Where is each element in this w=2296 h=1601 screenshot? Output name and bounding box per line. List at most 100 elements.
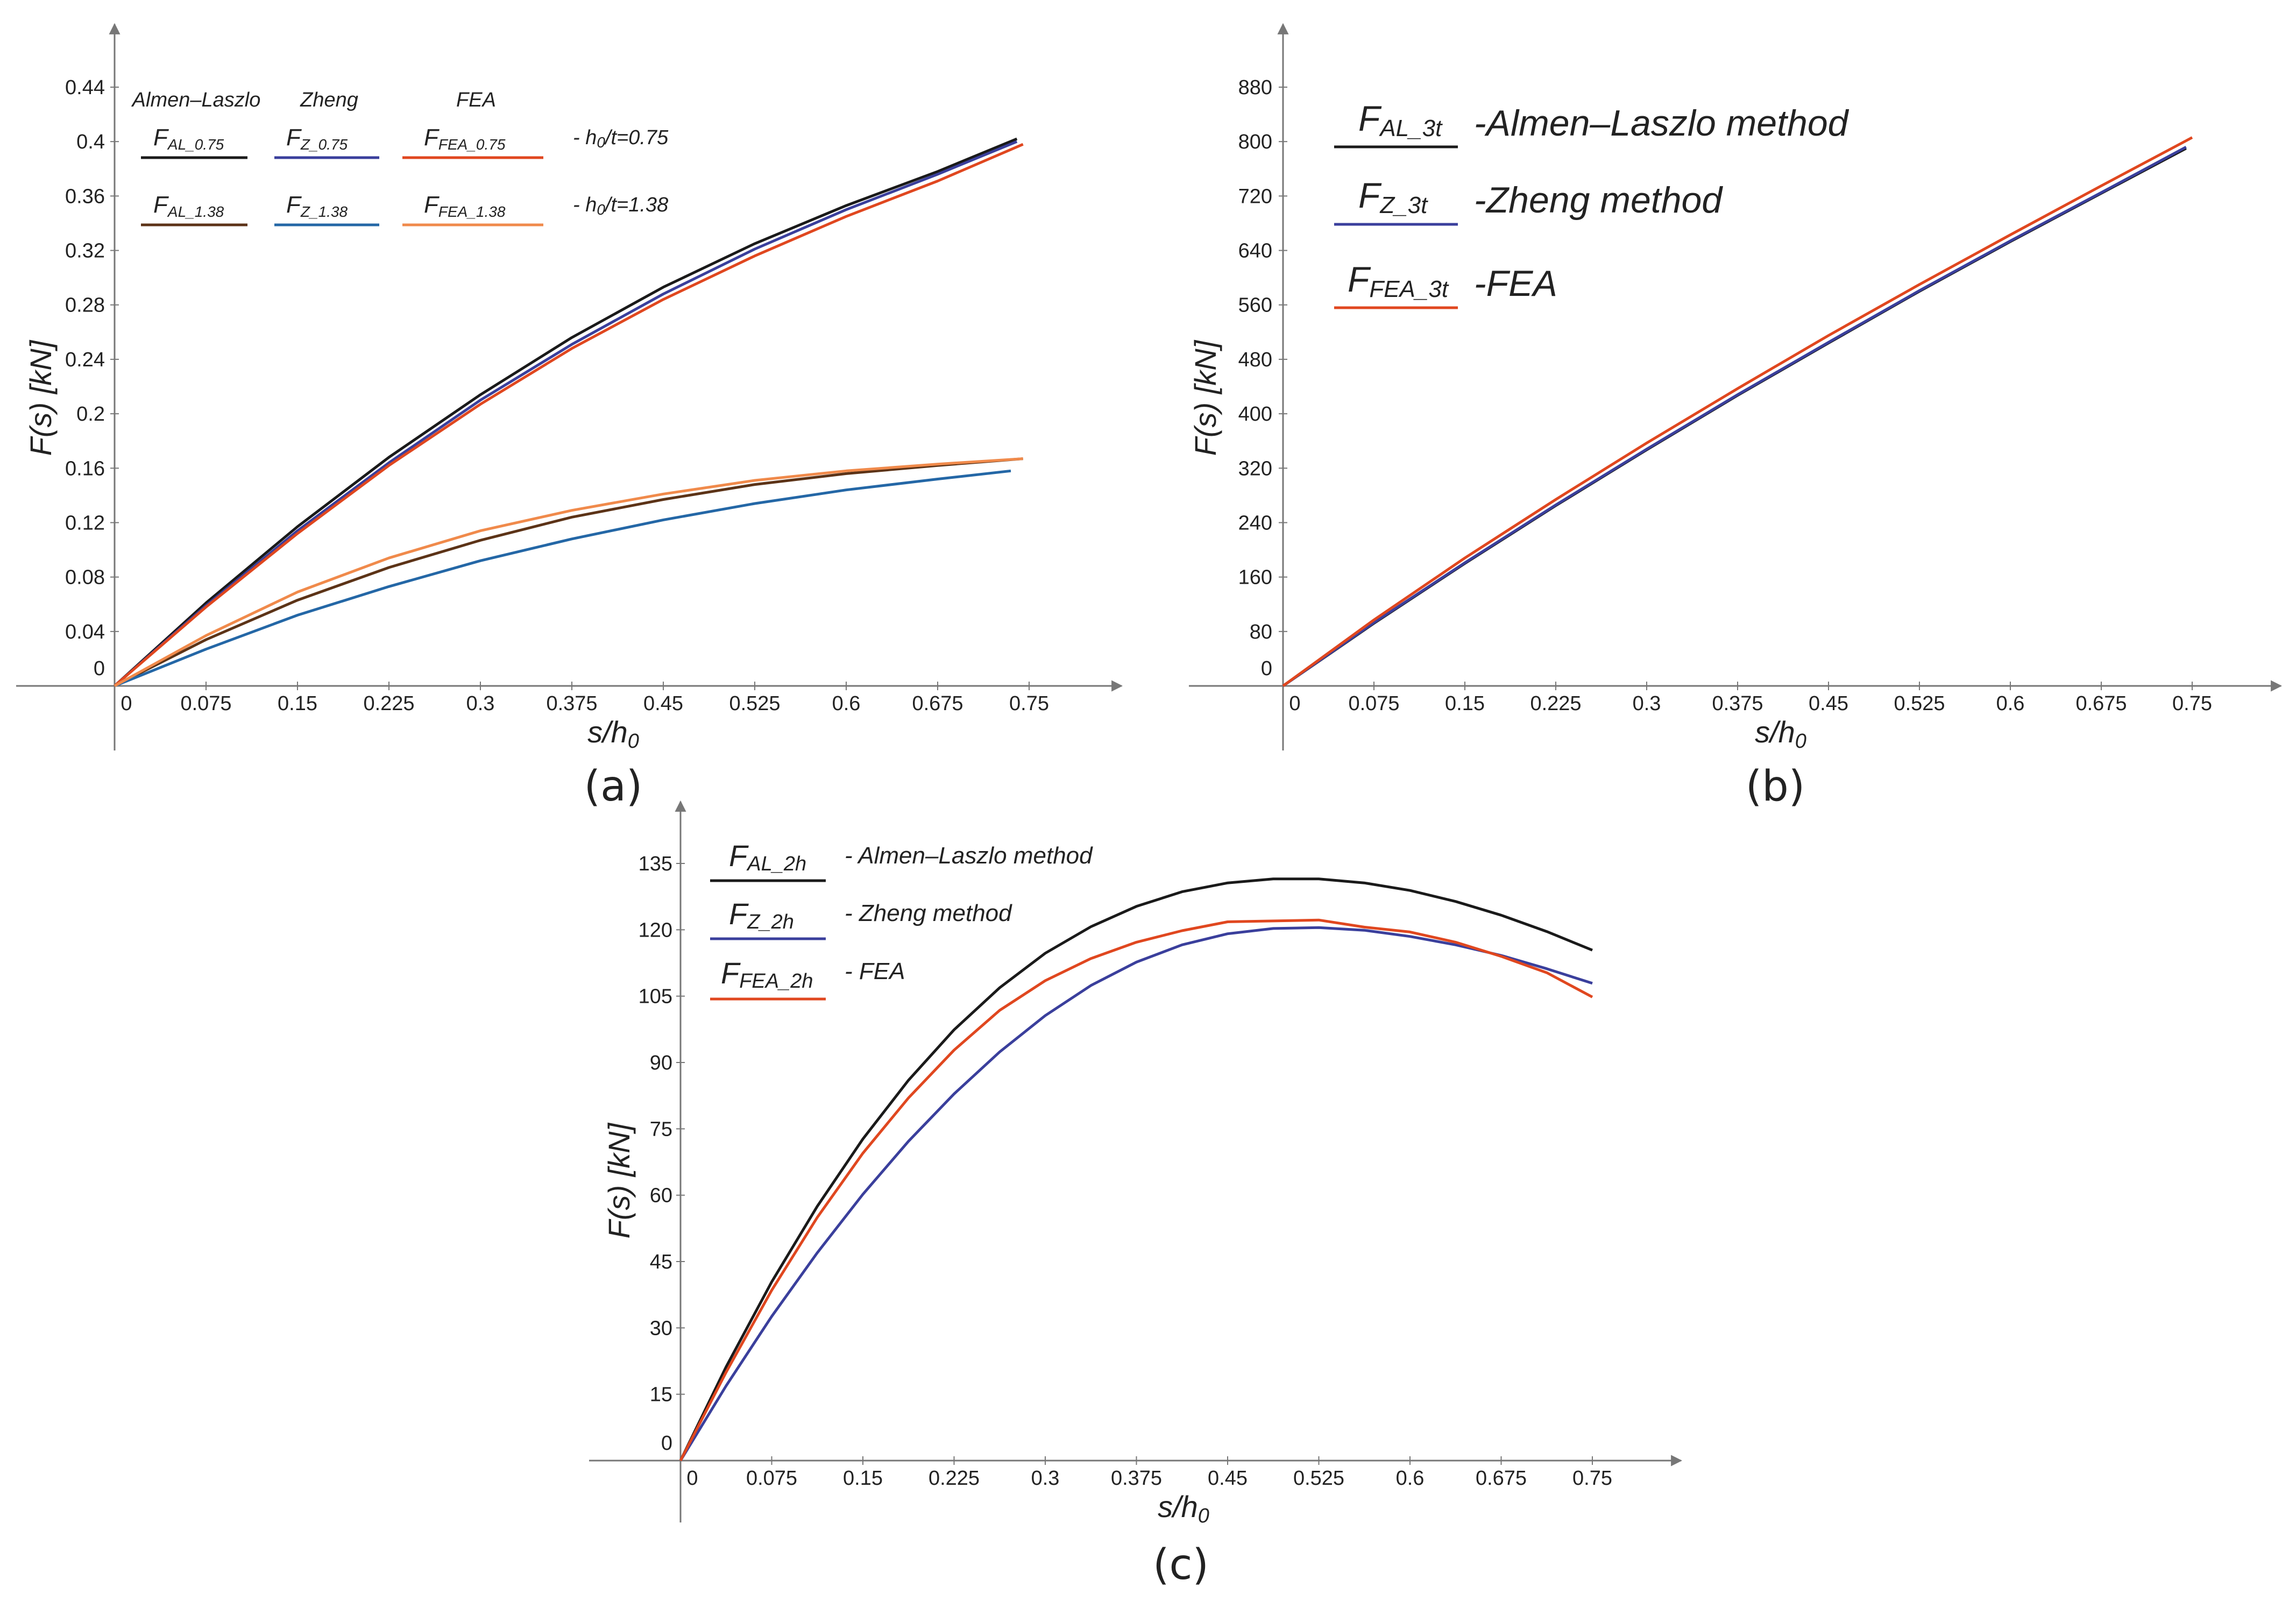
y-tick-label: 640 [1238,240,1272,263]
y-tick-label: 0.44 [65,76,105,99]
chart-panel-a: 0 0.075 0.15 0.225 0.3 0.375 0.45 0.525 0.6 0.675… [16,23,1123,753]
x-tick-label: 0.15 [278,692,317,715]
chart-panel-b: 0 0.075 0.15 0.225 0.3 0.375 0.45 0.525 0.6 0.675… [1188,23,2283,753]
x-tick-label: 0.3 [466,692,495,715]
y-tick-label: 105 [639,986,672,1008]
series-line-ffea-3t [1282,136,2193,688]
series-line-fz-3t [1282,146,2187,688]
series-line-ffea-2h [679,918,1593,1462]
legend-c-z: FZ_2h [729,897,794,933]
x-tick-label: 0.3 [1633,692,1661,715]
series-line-fz-1-38 [114,469,1011,688]
y-tick-label: 240 [1238,512,1272,534]
legend-a-fea-138: FFEA_1.38 [424,192,506,220]
y-tick-label: 0.36 [65,185,105,208]
x-tick-label: 0.375 [1712,692,1763,715]
legend-b-fea-desc: -FEA [1474,263,1557,304]
legend-c-fea-desc: - FEA [845,958,905,984]
legend-c-fea: FFEA_2h [721,956,813,993]
y-tick-label: 45 [650,1251,672,1273]
x-tick-label: 0 [1289,692,1300,715]
y-tick-label: 560 [1238,294,1272,317]
legend-c-al: FAL_2h [729,839,806,875]
y-tick-label: 120 [639,919,672,941]
y-tick-label: 880 [1238,76,1272,99]
x-tick-label: 0.075 [746,1467,797,1490]
legend-a-desc-075: - h0/t=0.75 [573,126,669,151]
x-tick-label: 0.75 [1009,692,1049,715]
y-tick-label: 400 [1238,403,1272,426]
y-tick-label: 135 [639,853,672,875]
series-line-fz-2h [679,926,1593,1462]
legend-a-al-075: FAL_0.75 [153,124,224,153]
y-axis-label: F(s) [kN] [1188,339,1222,456]
y-tick-label: 60 [650,1185,672,1207]
y-tick-label: 0.16 [65,457,105,480]
y-tick-label: 0.4 [76,131,105,153]
y-tick-label: 320 [1238,457,1272,480]
x-tick-label: 0.525 [729,692,780,715]
x-tick-label: 0.075 [180,692,231,715]
x-tick-label: 0.375 [1111,1467,1162,1490]
y-tick-label: 90 [650,1052,672,1074]
y-tick-label: 15 [650,1384,672,1406]
legend-b-al-desc: -Almen–Laszlo method [1474,103,1849,144]
y-tick-label: 160 [1238,566,1272,589]
y-tick-label: 0.12 [65,512,105,534]
y-tick-label: 75 [650,1118,672,1140]
x-tick-label: 0 [686,1467,698,1490]
x-tick-label: 0.675 [1476,1467,1527,1490]
legend-a-header-al: Almen–Laszlo [131,89,261,111]
chart-panel-c: 0 0.075 0.15 0.225 0.3 0.375 0.45 0.525 0.6 0.675… [589,800,1683,1527]
x-tick-label: 0.075 [1348,692,1399,715]
y-tick-label: 0 [1261,657,1272,680]
y-tick-label: 0 [94,657,105,680]
x-axis-label: s/h0 [1158,1490,1209,1527]
y-axis-label: F(s) [kN] [602,1122,636,1238]
panel-label-b: (b) [1746,762,1805,811]
x-axis-label: s/h0 [587,715,639,753]
x-tick-label: 0.15 [843,1467,883,1490]
y-tick-label: 80 [1250,621,1272,643]
y-tick-label: 720 [1238,185,1272,208]
legend-a-header-fea: FEA [456,89,496,111]
x-tick-label: 0.45 [1208,1467,1248,1490]
series-line-fal-1-38 [114,457,1023,688]
legend-c-z-desc: - Zheng method [845,900,1012,926]
y-tick-label: 0.2 [76,403,105,426]
legend-a-fea-075: FFEA_0.75 [424,124,506,153]
series-line-ffea-1-38 [114,457,1023,688]
legend-a-header-zheng: Zheng [300,89,358,111]
x-tick-label: 0.15 [1445,692,1485,715]
legend-a: Almen–Laszlo Zheng FEA FAL_0.75 FZ_0.75 … [131,89,669,226]
x-tick-label: 0.75 [2172,692,2212,715]
series-line-fal-3t [1282,147,2187,688]
x-tick-label: 0.375 [546,692,597,715]
x-tick-label: 0 [121,692,132,715]
y-tick-label: 800 [1238,131,1272,153]
x-tick-label: 0.6 [832,692,861,715]
series-line-fz-0-75 [114,140,1018,687]
x-tick-label: 0.225 [1530,692,1581,715]
y-tick-label: 480 [1238,349,1272,371]
legend-b: FAL_3t -Almen–Laszlo method FZ_3t -Zheng… [1334,98,1849,309]
x-tick-label: 0.6 [1996,692,2025,715]
x-tick-label: 0.525 [1293,1467,1344,1490]
legend-a-z-075: FZ_0.75 [286,124,348,153]
y-tick-label: 0 [661,1432,672,1455]
y-axis-label: F(s) [kN] [24,339,58,456]
x-tick-label: 0.75 [1572,1467,1612,1490]
legend-a-desc-138: - h0/t=1.38 [573,194,668,218]
y-tick-label: 30 [650,1317,672,1340]
x-tick-label: 0.675 [2075,692,2127,715]
x-tick-label: 0.45 [1809,692,1848,715]
y-tick-label: 0.28 [65,294,105,317]
x-tick-label: 0.225 [929,1467,980,1490]
legend-b-fea: FFEA_3t [1348,259,1449,302]
x-tick-label: 0.525 [1894,692,1945,715]
y-tick-label: 0.04 [65,621,105,643]
series-line-ffea-0-75 [114,143,1024,687]
x-tick-label: 0.3 [1031,1467,1060,1490]
legend-a-z-138: FZ_1.38 [286,192,348,220]
